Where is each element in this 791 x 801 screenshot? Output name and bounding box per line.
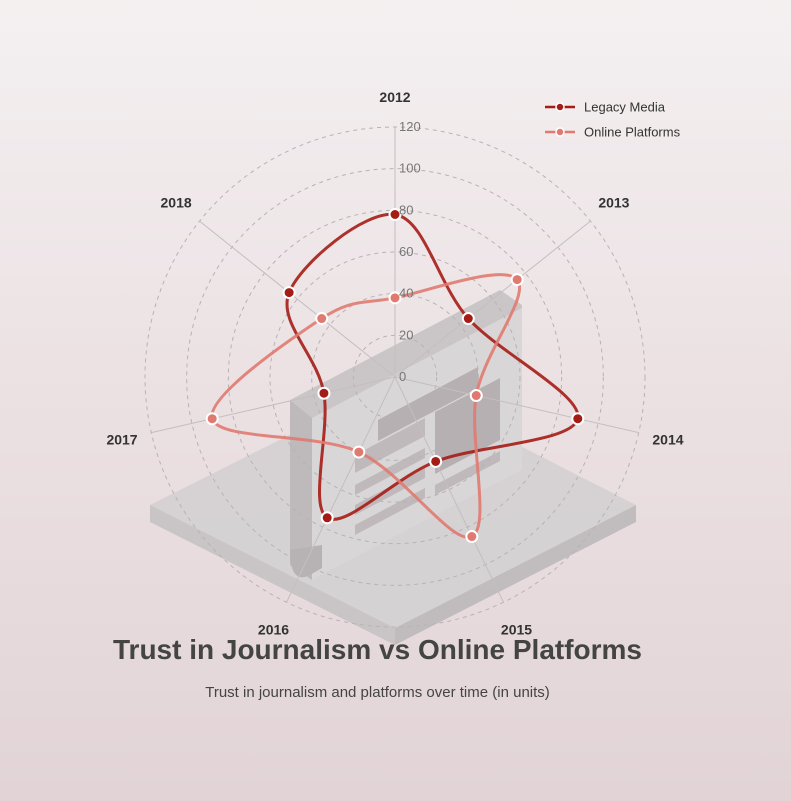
data-point-online-platforms <box>469 389 483 403</box>
legend-label: Online Platforms <box>584 125 681 140</box>
legend-label: Legacy Media <box>584 100 666 115</box>
spoke-2015 <box>394 376 504 603</box>
data-point-online-platforms <box>465 530 479 544</box>
legend-marker-legacy-media <box>555 102 565 112</box>
newspaper-icon <box>150 290 636 645</box>
category-label: 2013 <box>598 194 629 210</box>
spoke-2013 <box>394 220 591 378</box>
tick-label: 100 <box>399 161 421 176</box>
category-label: 2018 <box>161 194 192 210</box>
grid-circle-20 <box>352 334 438 420</box>
data-point-online-platforms <box>205 412 219 426</box>
tick-label: 20 <box>399 327 413 342</box>
chart-subtitle: Trust in journalism and platforms over t… <box>205 684 550 701</box>
legend: Legacy Media Online Platforms <box>545 100 681 140</box>
data-point-legacy-media <box>320 511 334 525</box>
spoke-2018 <box>199 220 396 378</box>
spoke-2017 <box>151 376 396 434</box>
grid-circle-60 <box>269 251 521 503</box>
data-point-online-platforms <box>315 312 329 326</box>
data-point-online-platforms <box>388 291 402 305</box>
data-point-legacy-media <box>571 412 585 426</box>
category-label: 2016 <box>258 621 289 637</box>
tick-label: 80 <box>399 202 413 217</box>
tick-label: 0 <box>399 369 406 384</box>
series-line-legacy-media <box>285 212 580 521</box>
data-point-online-platforms <box>510 273 524 287</box>
series-line-online-platforms <box>210 273 521 539</box>
chart-title: Trust in Journalism vs Online Platforms <box>112 634 643 665</box>
spoke-2014 <box>394 376 639 434</box>
category-label: 2014 <box>652 431 683 447</box>
tick-label: 60 <box>399 244 413 259</box>
category-label: 2017 <box>106 431 137 447</box>
data-point-legacy-media <box>282 286 296 300</box>
category-label: 2015 <box>501 621 532 637</box>
tick-label: 40 <box>399 286 413 301</box>
data-point-online-platforms <box>352 445 366 459</box>
legend-marker-online-platforms <box>555 127 565 137</box>
spoke-2016 <box>286 376 396 603</box>
data-point-legacy-media <box>317 386 331 400</box>
category-label: 2012 <box>379 89 410 105</box>
data-point-legacy-media <box>429 454 443 468</box>
grid-circle-100 <box>186 168 604 586</box>
tick-label: 120 <box>399 119 421 134</box>
data-point-legacy-media <box>461 312 475 326</box>
data-point-legacy-media <box>388 208 402 221</box>
